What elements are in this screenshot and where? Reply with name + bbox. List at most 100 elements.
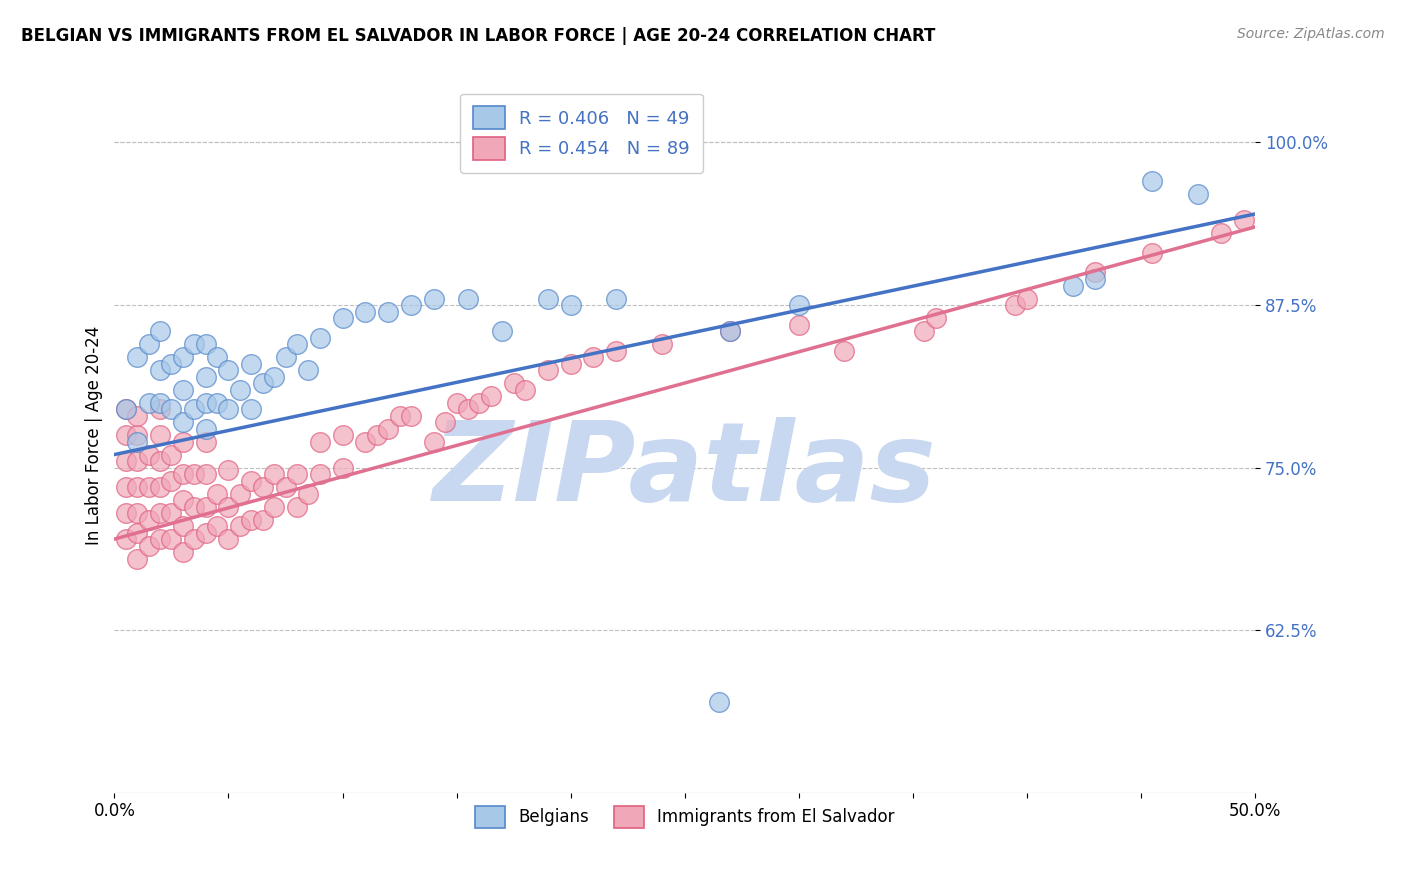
Text: ZIPatlas: ZIPatlas (433, 417, 936, 524)
Y-axis label: In Labor Force | Age 20-24: In Labor Force | Age 20-24 (86, 326, 103, 545)
Point (205, 519, 228, 533)
Point (149, 480, 172, 494)
Point (194, 525, 217, 540)
Point (205, 350, 228, 364)
Point (513, 383, 536, 397)
Point (114, 428, 136, 442)
Point (183, 532, 205, 546)
Point (560, 298, 582, 312)
Point (149, 506, 172, 520)
Point (399, 409, 422, 423)
Point (172, 415, 194, 429)
Point (194, 467, 217, 481)
Point (605, 343, 627, 358)
Point (263, 369, 285, 384)
Point (423, 292, 446, 306)
Point (718, 324, 741, 338)
Point (114, 402, 136, 417)
Point (1142, 246, 1164, 260)
Point (149, 428, 172, 442)
Point (537, 363, 560, 377)
Point (194, 500, 217, 514)
Point (252, 480, 274, 494)
Point (217, 500, 239, 514)
Point (924, 311, 946, 326)
Point (252, 512, 274, 526)
Point (138, 337, 160, 351)
Point (229, 519, 252, 533)
Point (172, 383, 194, 397)
Point (114, 402, 136, 417)
Point (172, 545, 194, 559)
Point (149, 363, 172, 377)
Point (127, 428, 149, 442)
Point (183, 402, 205, 417)
Point (240, 474, 263, 488)
Point (149, 532, 172, 546)
Point (1232, 213, 1254, 227)
Point (194, 337, 217, 351)
Point (787, 318, 810, 332)
Point (127, 551, 149, 566)
Point (423, 434, 446, 449)
Point (308, 467, 330, 481)
Point (1187, 187, 1209, 202)
Point (332, 460, 354, 475)
Point (183, 500, 205, 514)
Point (285, 467, 308, 481)
Point (605, 292, 627, 306)
Point (560, 357, 582, 371)
Point (457, 402, 479, 417)
Point (377, 421, 399, 435)
Point (582, 350, 605, 364)
Point (127, 525, 149, 540)
Point (229, 383, 252, 397)
Point (707, 695, 730, 709)
Point (468, 395, 491, 409)
Point (354, 434, 377, 449)
Point (537, 292, 560, 306)
Point (160, 474, 183, 488)
Point (172, 434, 194, 449)
Point (1142, 174, 1164, 188)
Point (718, 324, 741, 338)
Point (127, 409, 149, 423)
Point (172, 493, 194, 508)
Point (240, 402, 263, 417)
Point (366, 428, 388, 442)
Point (172, 350, 194, 364)
Point (183, 467, 205, 481)
Point (138, 480, 160, 494)
Point (479, 389, 502, 403)
Point (183, 337, 205, 351)
Point (1084, 265, 1107, 279)
Point (205, 395, 228, 409)
Point (491, 324, 513, 338)
Point (172, 467, 194, 481)
Point (297, 486, 319, 500)
Point (912, 324, 935, 338)
Point (217, 532, 239, 546)
Point (285, 500, 308, 514)
Point (274, 480, 297, 494)
Point (127, 480, 149, 494)
Point (194, 395, 217, 409)
Point (388, 409, 411, 423)
Point (787, 298, 810, 312)
Point (160, 402, 183, 417)
Point (240, 357, 263, 371)
Point (160, 532, 183, 546)
Point (217, 463, 239, 477)
Point (114, 532, 136, 546)
Legend: Belgians, Immigrants from El Salvador: Belgians, Immigrants from El Salvador (468, 799, 901, 834)
Point (149, 402, 172, 417)
Point (160, 357, 183, 371)
Point (1209, 227, 1232, 241)
Point (263, 467, 285, 481)
Point (138, 448, 160, 462)
Point (149, 324, 172, 338)
Point (229, 486, 252, 500)
Point (502, 376, 524, 390)
Point (1015, 292, 1038, 306)
Point (834, 343, 856, 358)
